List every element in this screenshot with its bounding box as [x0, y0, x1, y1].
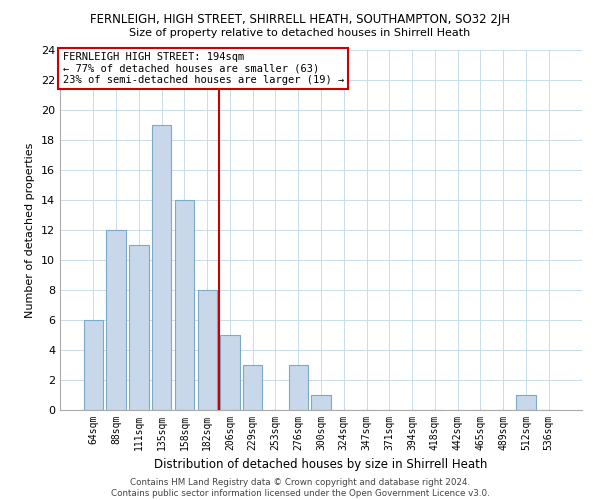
Text: Size of property relative to detached houses in Shirrell Heath: Size of property relative to detached ho…	[130, 28, 470, 38]
Bar	[516, 395, 536, 410]
Text: Contains HM Land Registry data © Crown copyright and database right 2024.
Contai: Contains HM Land Registry data © Crown c…	[110, 478, 490, 498]
Bar	[243, 365, 262, 410]
Bar	[152, 125, 172, 410]
Bar	[84, 320, 103, 410]
Text: FERNLEIGH, HIGH STREET, SHIRRELL HEATH, SOUTHAMPTON, SO32 2JH: FERNLEIGH, HIGH STREET, SHIRRELL HEATH, …	[90, 12, 510, 26]
Bar	[175, 200, 194, 410]
Bar	[289, 365, 308, 410]
Bar	[311, 395, 331, 410]
Y-axis label: Number of detached properties: Number of detached properties	[25, 142, 35, 318]
Bar	[129, 245, 149, 410]
X-axis label: Distribution of detached houses by size in Shirrell Heath: Distribution of detached houses by size …	[154, 458, 488, 471]
Bar	[220, 335, 239, 410]
Text: FERNLEIGH HIGH STREET: 194sqm
← 77% of detached houses are smaller (63)
23% of s: FERNLEIGH HIGH STREET: 194sqm ← 77% of d…	[62, 52, 344, 85]
Bar	[106, 230, 126, 410]
Bar	[197, 290, 217, 410]
